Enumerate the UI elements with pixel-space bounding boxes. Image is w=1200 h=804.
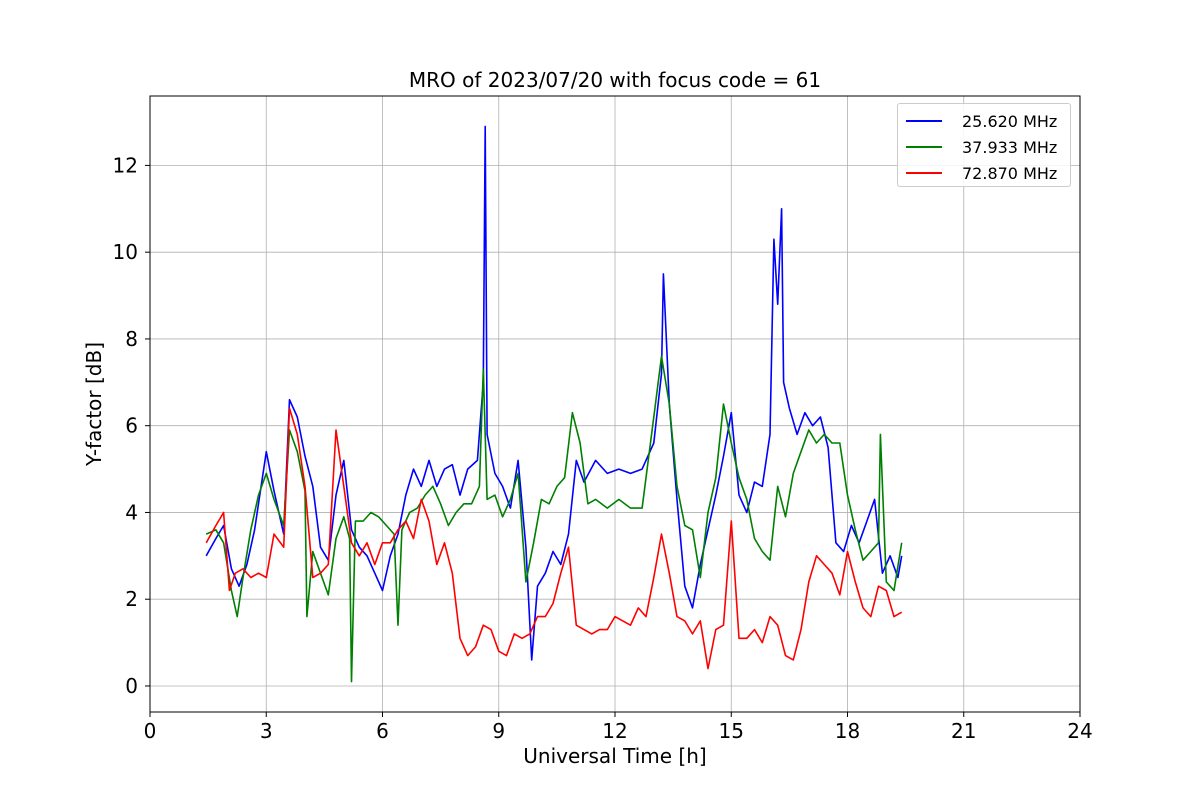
y-tick-label: 10 bbox=[113, 240, 138, 264]
legend-line-series-2 bbox=[906, 146, 942, 148]
x-tick-label: 24 bbox=[1067, 719, 1092, 743]
y-tick-label: 8 bbox=[125, 327, 138, 351]
x-tick-label: 18 bbox=[835, 719, 860, 743]
x-tick-label: 3 bbox=[260, 719, 273, 743]
y-tick-label: 4 bbox=[125, 500, 138, 524]
x-tick-label: 0 bbox=[144, 719, 157, 743]
legend-item: 72.870 MHz bbox=[898, 160, 1070, 186]
legend-line-series-1 bbox=[906, 120, 942, 122]
series-line-1 bbox=[205, 125, 903, 661]
chart-title: MRO of 2023/07/20 with focus code = 61 bbox=[408, 68, 822, 92]
series-line-2 bbox=[205, 355, 903, 683]
y-tick-label: 12 bbox=[113, 153, 138, 177]
y-tick-label: 2 bbox=[125, 587, 138, 611]
x-tick-label: 15 bbox=[719, 719, 744, 743]
x-tick-label: 6 bbox=[376, 719, 389, 743]
x-tick-label: 9 bbox=[492, 719, 505, 743]
legend-label: 37.933 MHz bbox=[962, 137, 1058, 157]
y-tick-label: 0 bbox=[125, 674, 138, 698]
y-axis-label: Y-factor [dB] bbox=[82, 341, 106, 467]
x-axis-label: Universal Time [h] bbox=[523, 744, 707, 768]
y-tick-label: 6 bbox=[125, 414, 138, 438]
legend-label: 72.870 MHz bbox=[962, 163, 1058, 183]
legend: 25.620 MHz 37.933 MHz 72.870 MHz bbox=[897, 103, 1071, 187]
legend-label: 25.620 MHz bbox=[962, 111, 1058, 131]
series-line-3 bbox=[205, 407, 903, 670]
x-tick-label: 21 bbox=[951, 719, 976, 743]
legend-line-series-3 bbox=[906, 172, 942, 174]
legend-item: 37.933 MHz bbox=[898, 134, 1070, 160]
x-tick-label: 12 bbox=[602, 719, 627, 743]
legend-item: 25.620 MHz bbox=[898, 108, 1070, 134]
series-layer bbox=[205, 125, 903, 683]
